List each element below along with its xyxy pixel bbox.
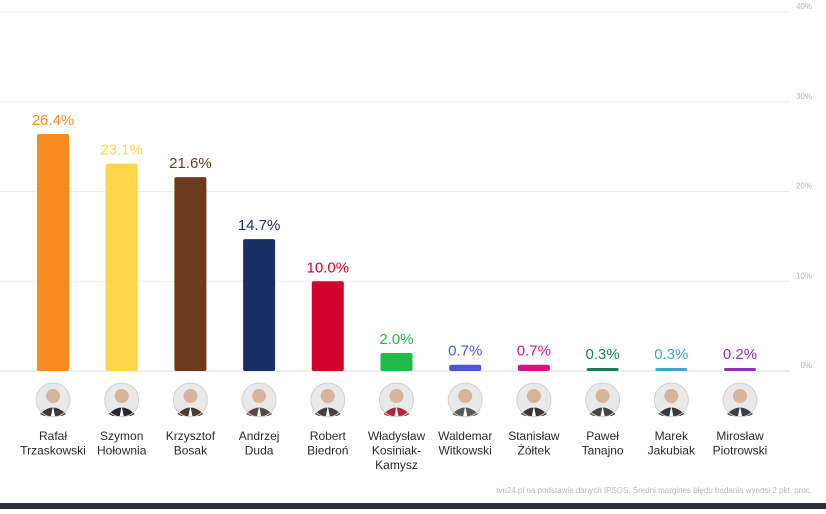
footer-bar	[0, 503, 826, 509]
category-label: Paweł Tanajno	[582, 429, 624, 458]
bar	[449, 364, 482, 371]
avatar-layer	[35, 382, 758, 418]
value-label: 0.3%	[654, 346, 688, 363]
y-tick-label: 40%	[796, 2, 812, 11]
candidate-avatar	[241, 382, 277, 418]
bar	[517, 364, 550, 371]
category-label: Robert Biedroń	[307, 429, 348, 458]
bar	[174, 177, 207, 371]
category-label: Mirosław Piotrowski	[713, 429, 768, 458]
value-label: 10.0%	[307, 259, 350, 276]
y-tick-label: 0%	[800, 361, 812, 370]
value-label: 0.7%	[517, 343, 551, 360]
value-label: 0.2%	[723, 346, 757, 363]
bar	[380, 353, 413, 371]
y-tick-label: 30%	[796, 92, 812, 101]
value-label: 14.7%	[238, 217, 281, 234]
category-label-layer: Rafał Trzaskowski Szymon Hołownia Krzysztof B…	[20, 429, 767, 472]
value-label: 23.1%	[100, 142, 143, 159]
bar	[311, 281, 344, 371]
bar	[724, 368, 756, 371]
value-label: 26.4%	[32, 112, 75, 129]
y-tick-label: 20%	[796, 182, 812, 191]
category-label: Andrzej Duda	[239, 429, 280, 458]
candidate-avatar	[379, 382, 414, 418]
bar	[586, 368, 619, 371]
candidate-avatar	[104, 382, 140, 418]
y-tick-label: 10%	[796, 271, 812, 280]
category-label: Krzysztof Bosak	[166, 429, 216, 458]
value-label-layer: 26.4% 23.1% 21.6% 14.7% 10.0% 2.0% 0.7% 0.7% 0.3…	[32, 112, 757, 363]
value-label: 0.7%	[448, 343, 482, 360]
candidate-avatar	[172, 382, 208, 418]
bar-layer	[37, 134, 756, 371]
candidate-avatar	[516, 382, 552, 418]
candidate-avatar	[310, 382, 346, 418]
value-label: 2.0%	[379, 331, 413, 348]
category-label: Waldemar Witkowski	[438, 429, 492, 458]
bar	[655, 368, 688, 371]
category-label: Rafał Trzaskowski	[20, 429, 86, 458]
category-label: Władysław Kosiniak-Kamysz	[368, 429, 426, 472]
bar	[105, 163, 138, 371]
candidate-avatar	[653, 382, 689, 418]
value-label: 21.6%	[169, 155, 212, 172]
candidate-avatar	[447, 382, 483, 418]
category-label: Marek Jakubiak	[648, 429, 696, 458]
bar	[243, 239, 276, 371]
candidate-avatar	[35, 382, 71, 418]
category-label: Szymon Hołownia	[97, 429, 147, 458]
bar	[37, 134, 69, 371]
source-note: tvn24.pl na podstawie danych IPSOS. Śred…	[496, 486, 812, 495]
candidate-avatar	[722, 382, 758, 418]
value-label: 0.3%	[585, 346, 619, 363]
category-label: Stanisław Żółtek	[508, 429, 560, 458]
candidate-avatar	[585, 382, 621, 418]
